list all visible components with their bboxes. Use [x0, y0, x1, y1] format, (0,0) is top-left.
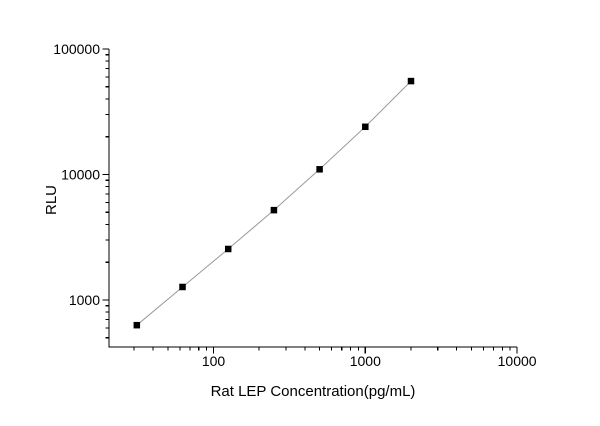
- series-line: [136, 80, 412, 326]
- data-point-marker: [133, 321, 141, 329]
- data-point-marker: [362, 123, 369, 131]
- data-point-marker: [407, 77, 415, 85]
- x-tick-label: 10000: [498, 353, 537, 369]
- y-tick-label: 10000: [61, 167, 100, 183]
- data-point-marker: [316, 166, 323, 173]
- x-tick-label: 1000: [350, 353, 381, 369]
- plot-layer: 100 1000 10000 1000 10000 100000: [53, 41, 536, 369]
- data-point-marker: [224, 245, 232, 253]
- y-tick-label: 100000: [53, 41, 100, 57]
- y-axis-title: RLU: [43, 185, 60, 215]
- y-tick-label: 1000: [69, 292, 100, 308]
- data-point-marker: [179, 283, 186, 291]
- data-point-marker: [270, 206, 278, 214]
- x-axis-title: Rat LEP Concentration(pg/mL): [211, 383, 416, 400]
- x-tick-label: 100: [202, 353, 226, 369]
